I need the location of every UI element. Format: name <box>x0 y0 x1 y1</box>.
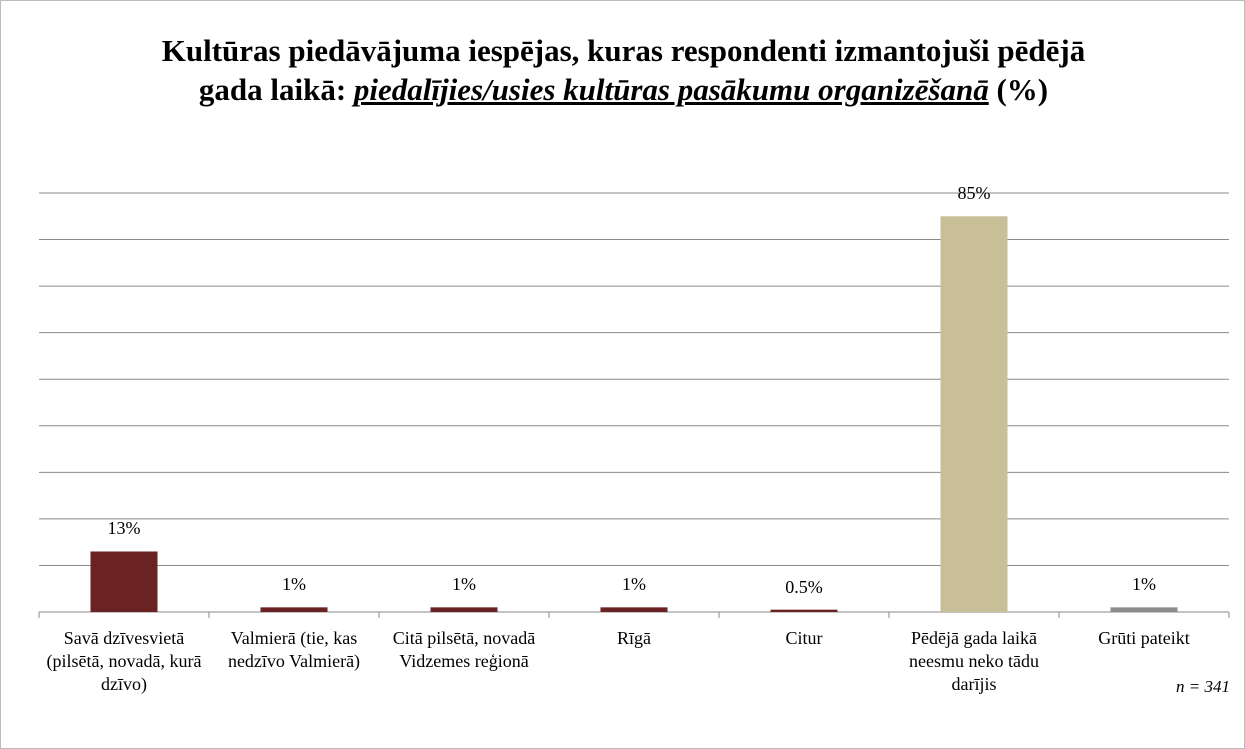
x-tick-label: Valmierā (tie, kas nedzīvo Valmierā) <box>227 628 361 671</box>
bar <box>940 216 1008 612</box>
x-tick-label: Citur <box>785 628 823 648</box>
title-tail: (%) <box>996 72 1049 107</box>
sample-note: n = 341 <box>1176 677 1230 696</box>
value-label: 0.5% <box>785 576 823 597</box>
bar <box>260 607 328 612</box>
x-tick-label: Pēdējā gada laikā neesmu neko tādu darīj… <box>909 628 1039 694</box>
x-tick-label: Rīgā <box>617 628 651 648</box>
value-label: 13% <box>107 518 141 539</box>
bar <box>1110 607 1178 612</box>
bar <box>90 551 158 612</box>
bar <box>600 607 668 612</box>
x-tick-label: Grūti pateikt <box>1098 628 1190 648</box>
title-emphasis: piedalījies/usies kultūras pasākumu orga… <box>353 72 989 107</box>
x-tick-label: Citā pilsētā, novadā Vidzemes reģionā <box>392 628 536 671</box>
chart-title: Kultūras piedāvājuma iespējas, kuras res… <box>151 31 1096 109</box>
value-label: 1% <box>1132 574 1156 595</box>
title-lead: Kultūras piedāvājuma iespējas, kuras res… <box>161 33 1086 107</box>
bar <box>430 607 498 612</box>
value-label: 1% <box>282 574 306 595</box>
bar <box>770 609 838 612</box>
x-tick-label: Savā dzīvesvietā (pilsētā, novadā, kurā … <box>46 628 202 694</box>
value-label: 1% <box>452 574 476 595</box>
value-label: 1% <box>622 574 646 595</box>
value-label: 85% <box>957 183 991 204</box>
